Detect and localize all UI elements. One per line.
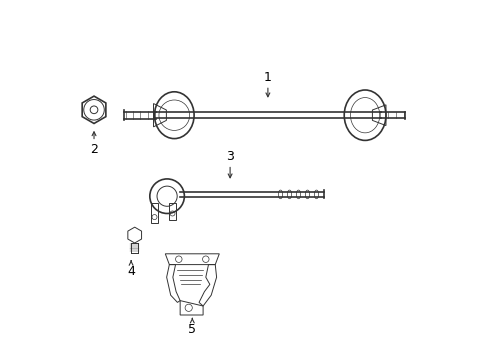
Text: 3: 3 xyxy=(225,150,234,163)
Text: 5: 5 xyxy=(188,323,196,336)
Text: 4: 4 xyxy=(127,265,135,278)
Text: 1: 1 xyxy=(264,71,271,84)
Text: 2: 2 xyxy=(90,143,98,156)
